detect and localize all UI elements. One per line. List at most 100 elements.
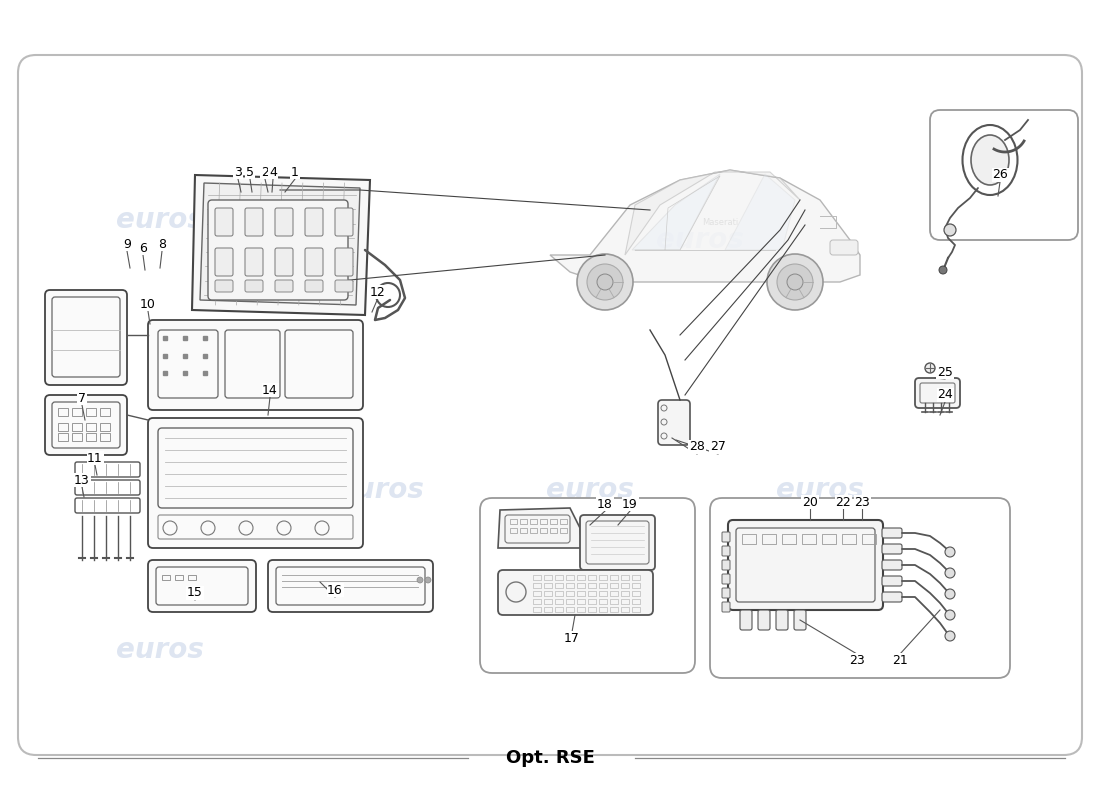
Bar bbox=[540, 519, 547, 524]
Text: 28: 28 bbox=[689, 441, 705, 454]
FancyBboxPatch shape bbox=[214, 208, 233, 236]
Text: 3: 3 bbox=[234, 166, 242, 178]
Bar bbox=[822, 534, 836, 544]
Circle shape bbox=[578, 254, 632, 310]
FancyBboxPatch shape bbox=[214, 280, 233, 292]
FancyBboxPatch shape bbox=[245, 208, 263, 236]
Polygon shape bbox=[498, 508, 582, 548]
Bar bbox=[86, 423, 96, 431]
Circle shape bbox=[945, 568, 955, 578]
Bar bbox=[578, 599, 585, 604]
FancyBboxPatch shape bbox=[18, 55, 1082, 755]
Text: 2: 2 bbox=[261, 166, 268, 178]
Bar bbox=[632, 583, 640, 588]
Bar bbox=[782, 534, 796, 544]
Text: 20: 20 bbox=[802, 495, 818, 509]
Bar bbox=[566, 599, 574, 604]
FancyBboxPatch shape bbox=[268, 560, 433, 612]
FancyBboxPatch shape bbox=[336, 280, 353, 292]
Bar bbox=[530, 528, 537, 533]
Text: Opt. RSE: Opt. RSE bbox=[506, 749, 594, 767]
FancyBboxPatch shape bbox=[148, 320, 363, 410]
Bar bbox=[534, 575, 541, 580]
Bar bbox=[175, 575, 183, 580]
Bar bbox=[578, 575, 585, 580]
FancyBboxPatch shape bbox=[336, 248, 353, 276]
Text: 11: 11 bbox=[87, 451, 103, 465]
FancyBboxPatch shape bbox=[882, 592, 902, 602]
Bar bbox=[560, 519, 566, 524]
Bar bbox=[610, 575, 618, 580]
Polygon shape bbox=[632, 174, 721, 250]
Circle shape bbox=[945, 589, 955, 599]
Bar bbox=[100, 433, 110, 441]
Text: 25: 25 bbox=[937, 366, 953, 378]
FancyBboxPatch shape bbox=[658, 400, 690, 445]
Bar bbox=[86, 408, 96, 416]
Bar bbox=[610, 583, 618, 588]
Text: 1: 1 bbox=[292, 166, 299, 178]
FancyBboxPatch shape bbox=[758, 610, 770, 630]
Bar bbox=[566, 607, 574, 612]
FancyBboxPatch shape bbox=[722, 588, 730, 598]
Bar bbox=[86, 433, 96, 441]
Bar bbox=[588, 583, 596, 588]
Bar bbox=[550, 519, 557, 524]
Bar bbox=[621, 575, 629, 580]
Bar bbox=[566, 583, 574, 588]
Bar bbox=[544, 591, 552, 596]
Bar bbox=[100, 408, 110, 416]
Text: 8: 8 bbox=[158, 238, 166, 250]
Bar bbox=[100, 423, 110, 431]
FancyBboxPatch shape bbox=[728, 520, 883, 610]
FancyBboxPatch shape bbox=[148, 418, 363, 548]
Bar bbox=[600, 583, 607, 588]
Bar bbox=[578, 607, 585, 612]
Bar bbox=[862, 534, 876, 544]
Text: 10: 10 bbox=[140, 298, 156, 310]
FancyBboxPatch shape bbox=[722, 602, 730, 612]
FancyBboxPatch shape bbox=[480, 498, 695, 673]
FancyBboxPatch shape bbox=[305, 280, 323, 292]
FancyBboxPatch shape bbox=[882, 576, 902, 586]
FancyBboxPatch shape bbox=[498, 570, 653, 615]
Text: 7: 7 bbox=[78, 391, 86, 405]
Bar bbox=[188, 575, 196, 580]
Polygon shape bbox=[550, 170, 860, 282]
FancyBboxPatch shape bbox=[305, 208, 323, 236]
Bar bbox=[610, 599, 618, 604]
Bar bbox=[556, 607, 563, 612]
Text: 12: 12 bbox=[370, 286, 386, 298]
Bar bbox=[621, 591, 629, 596]
Text: 19: 19 bbox=[623, 498, 638, 510]
Text: Maserati: Maserati bbox=[702, 218, 738, 227]
FancyBboxPatch shape bbox=[580, 515, 654, 570]
Text: 22: 22 bbox=[835, 495, 851, 509]
Bar bbox=[534, 599, 541, 604]
FancyBboxPatch shape bbox=[740, 610, 752, 630]
Bar bbox=[610, 591, 618, 596]
FancyBboxPatch shape bbox=[776, 610, 788, 630]
Text: euros: euros bbox=[546, 476, 634, 504]
Text: euros: euros bbox=[656, 226, 744, 254]
Bar bbox=[556, 591, 563, 596]
Bar bbox=[578, 591, 585, 596]
Bar bbox=[556, 599, 563, 604]
Bar bbox=[510, 528, 517, 533]
FancyBboxPatch shape bbox=[722, 546, 730, 556]
Bar bbox=[578, 583, 585, 588]
FancyBboxPatch shape bbox=[245, 248, 263, 276]
Polygon shape bbox=[200, 183, 360, 305]
Circle shape bbox=[767, 254, 823, 310]
Circle shape bbox=[945, 631, 955, 641]
FancyBboxPatch shape bbox=[722, 574, 730, 584]
Polygon shape bbox=[192, 175, 370, 315]
Text: euros: euros bbox=[117, 206, 204, 234]
FancyBboxPatch shape bbox=[882, 560, 902, 570]
Bar bbox=[510, 519, 517, 524]
Bar bbox=[556, 575, 563, 580]
Bar bbox=[621, 583, 629, 588]
FancyBboxPatch shape bbox=[245, 280, 263, 292]
Text: 4: 4 bbox=[270, 166, 277, 178]
Bar bbox=[72, 423, 82, 431]
